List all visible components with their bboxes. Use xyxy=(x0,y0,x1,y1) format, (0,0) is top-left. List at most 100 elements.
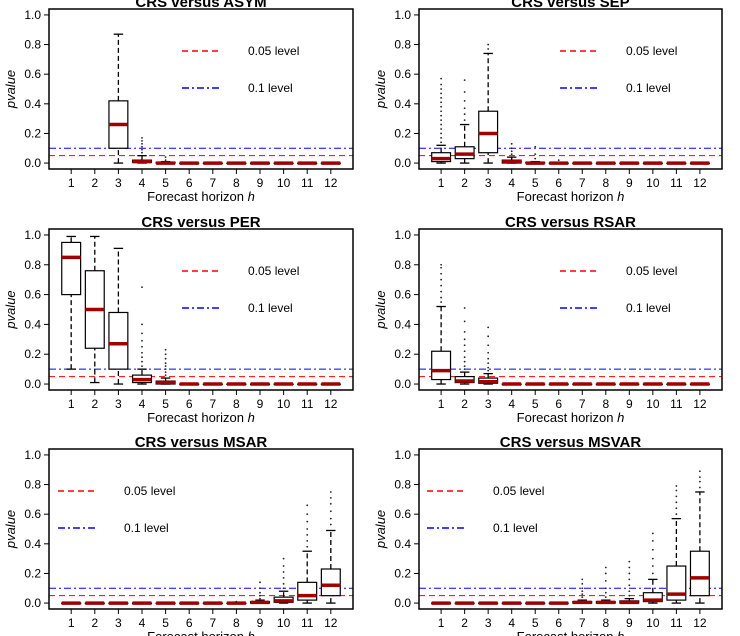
outlier-point xyxy=(628,584,631,587)
box-7 xyxy=(202,382,223,386)
box-6 xyxy=(179,382,200,386)
box-6 xyxy=(548,601,569,605)
outlier-point xyxy=(164,353,167,356)
y-tick-label: 0.4 xyxy=(24,537,41,551)
x-tick-label: 8 xyxy=(602,397,609,411)
box-7 xyxy=(572,382,593,386)
outlier-point xyxy=(164,362,167,365)
box-7 xyxy=(572,161,593,165)
outlier-point xyxy=(306,545,309,548)
outlier-point xyxy=(487,351,490,354)
outlier-point xyxy=(463,119,466,122)
y-tick-label: 0.4 xyxy=(24,317,41,331)
x-tick-label: 3 xyxy=(485,397,492,411)
box-8 xyxy=(595,566,616,605)
x-axis-label: Forecast horizon h xyxy=(517,410,625,425)
outlier-point xyxy=(306,534,309,536)
box-iqr xyxy=(431,350,452,381)
outlier-point xyxy=(463,320,466,323)
y-tick-label: 0.4 xyxy=(394,97,411,111)
legend-label-01: 0.1 level xyxy=(248,301,293,315)
outlier-point xyxy=(651,532,654,535)
outlier-point xyxy=(306,504,309,507)
outlier-point xyxy=(628,560,631,563)
outlier-point xyxy=(463,368,466,371)
legend-label-005: 0.05 level xyxy=(626,264,677,278)
outlier-point xyxy=(259,581,261,584)
x-tick-label: 7 xyxy=(209,616,216,630)
outlier-point xyxy=(141,142,143,145)
outlier-point xyxy=(628,572,631,575)
outlier-point xyxy=(440,83,443,86)
outlier-point xyxy=(487,362,490,365)
y-axis-label: pvalue xyxy=(3,510,18,549)
x-tick-label: 6 xyxy=(186,616,193,630)
x-tick-label: 2 xyxy=(461,176,468,190)
outlier-point xyxy=(282,565,285,567)
outlier-point xyxy=(487,43,490,46)
y-tick-label: 1.0 xyxy=(394,8,411,22)
x-tick-label: 11 xyxy=(670,616,683,630)
box-10 xyxy=(642,532,663,604)
chart-title: CRS versus RSAR xyxy=(505,214,636,231)
y-axis-label: pvalue xyxy=(373,70,388,109)
box-1 xyxy=(431,263,452,385)
x-tick-label: 7 xyxy=(209,397,216,411)
y-axis-label: pvalue xyxy=(3,290,18,329)
box-4 xyxy=(131,601,153,605)
x-tick-label: 7 xyxy=(209,176,216,190)
outlier-point xyxy=(675,513,678,516)
box-10 xyxy=(642,382,663,386)
outlier-point xyxy=(141,332,143,335)
y-tick-label: 0.8 xyxy=(394,478,411,492)
legend-label-005: 0.05 level xyxy=(124,484,175,498)
box-11 xyxy=(297,161,318,165)
x-tick-label: 2 xyxy=(461,616,468,630)
outlier-point xyxy=(440,301,443,303)
box-12 xyxy=(689,470,710,604)
outlier-point xyxy=(164,368,167,371)
y-tick-label: 0.4 xyxy=(394,537,411,551)
legend-label-005: 0.05 level xyxy=(248,44,299,58)
x-tick-label: 12 xyxy=(693,616,707,630)
outlier-point xyxy=(440,272,443,275)
outlier-point xyxy=(329,496,332,499)
box-iqr xyxy=(61,241,82,296)
box-12 xyxy=(320,491,341,604)
box-2 xyxy=(84,601,105,605)
box-1 xyxy=(61,235,82,370)
box-4 xyxy=(501,142,522,164)
plot-frame xyxy=(48,8,354,170)
outlier-point xyxy=(440,266,443,269)
outlier-point xyxy=(463,107,466,110)
box-8 xyxy=(595,161,616,165)
x-tick-label: 12 xyxy=(324,397,338,411)
box-3 xyxy=(108,247,129,385)
x-tick-label: 12 xyxy=(324,616,338,630)
x-tick-label: 3 xyxy=(485,616,492,630)
outlier-point xyxy=(651,548,654,551)
box-12 xyxy=(689,382,710,386)
outlier-point xyxy=(581,578,584,581)
outlier-point xyxy=(164,365,167,368)
box-8 xyxy=(595,382,616,386)
box-1 xyxy=(61,601,82,605)
x-tick-label: 9 xyxy=(257,176,264,190)
x-tick-label: 10 xyxy=(646,616,660,630)
outlier-point xyxy=(651,539,654,542)
box-4 xyxy=(131,136,153,164)
box-5 xyxy=(155,601,176,605)
box-2 xyxy=(454,307,475,385)
box-8 xyxy=(226,382,247,386)
outlier-point xyxy=(604,587,607,590)
outlier-point xyxy=(581,596,584,599)
legend-label-01: 0.1 level xyxy=(626,301,671,315)
x-tick-label: 10 xyxy=(277,397,291,411)
x-tick-label: 5 xyxy=(162,176,169,190)
x-tick-label: 11 xyxy=(670,397,683,411)
y-tick-label: 0.2 xyxy=(394,126,411,140)
x-tick-label: 11 xyxy=(301,397,314,411)
outlier-point xyxy=(440,128,443,130)
outlier-point xyxy=(329,523,332,526)
